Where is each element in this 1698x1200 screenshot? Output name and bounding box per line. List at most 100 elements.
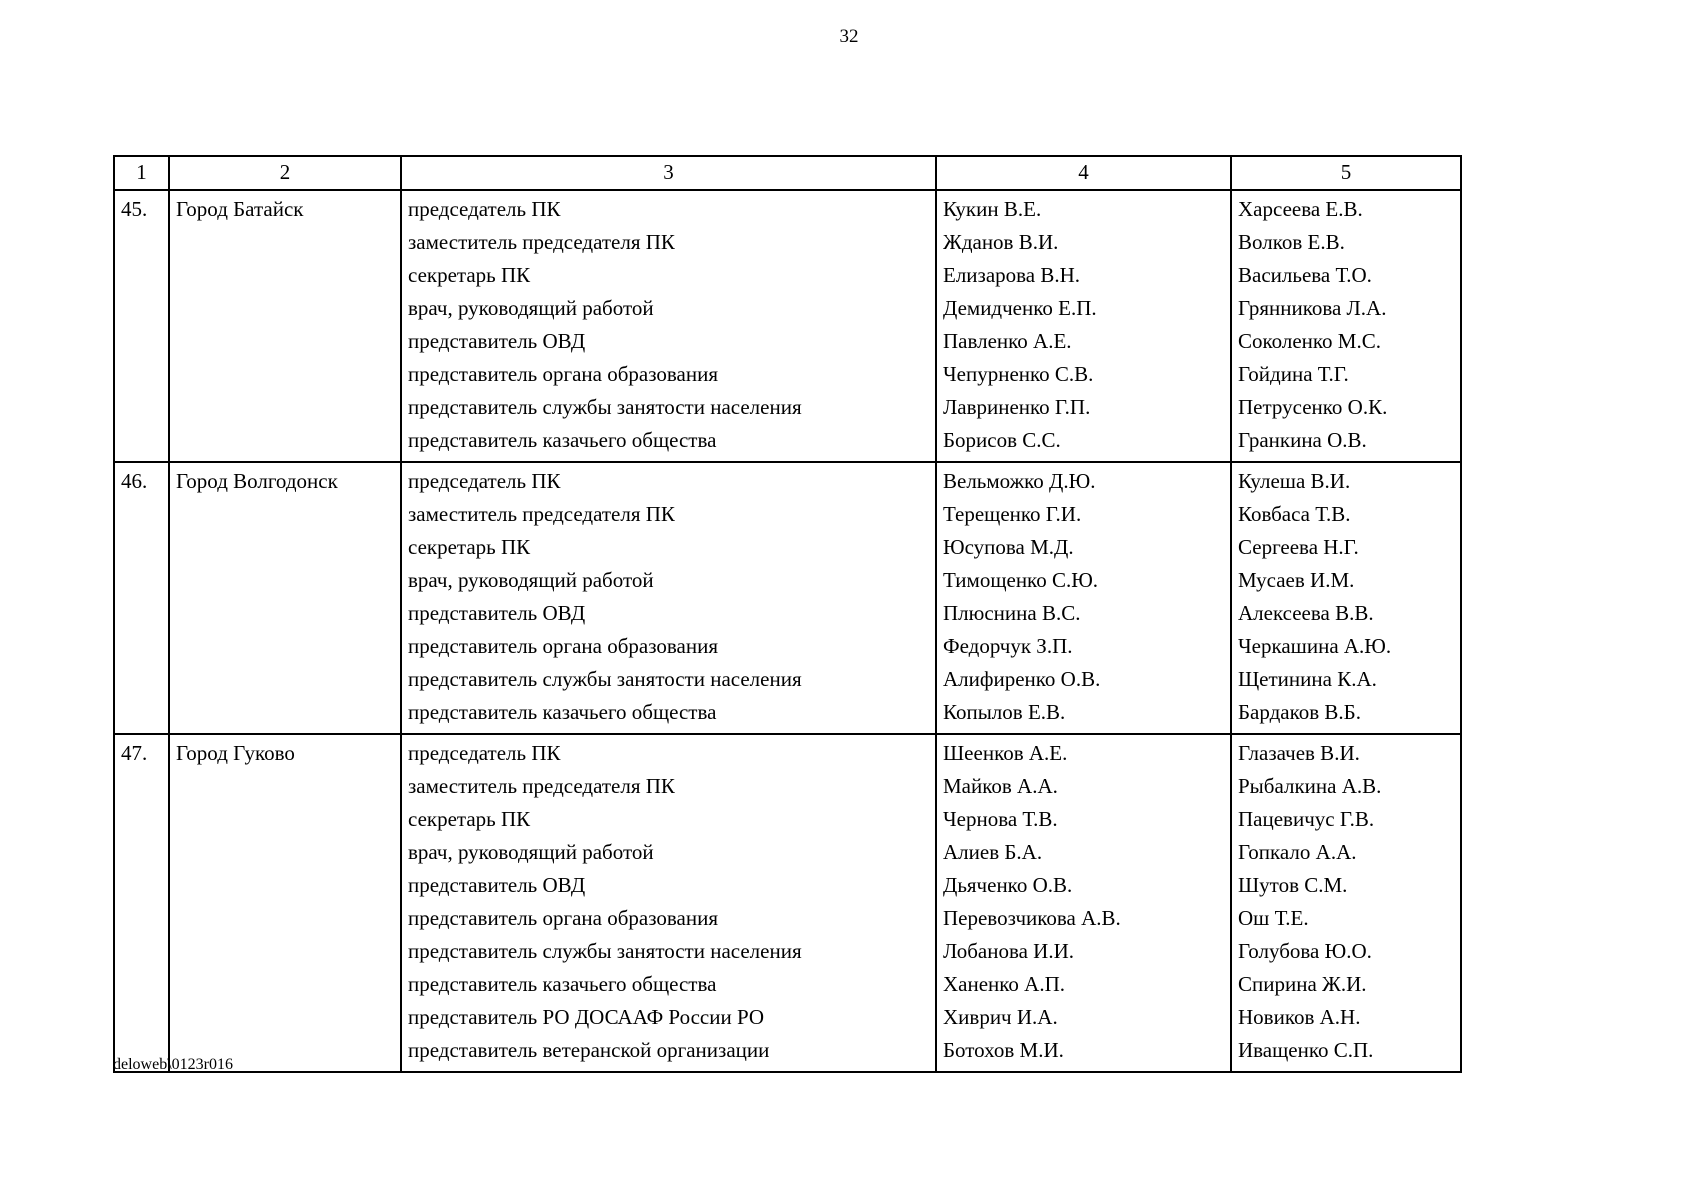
member-name: Майков А.А. <box>943 774 1058 798</box>
reserve-name: Бардаков В.Б. <box>1238 700 1361 724</box>
member-names-cell: Шеенков А.Е. Майков А.А. Чернова Т.В. Ал… <box>935 733 1232 1073</box>
city-name: Город Волгодонск <box>168 461 402 735</box>
positions-cell: председатель ПК заместитель председателя… <box>400 189 937 463</box>
position-label: заместитель председателя ПК <box>408 774 675 798</box>
position-label: представитель службы занятости населения <box>408 939 802 963</box>
city-name-text: Город Волгодонск <box>176 469 338 493</box>
reserve-name: Черкашина А.Ю. <box>1238 634 1392 658</box>
footer-text: deloweb\0123r016 <box>113 1056 233 1073</box>
member-names-cell: Вельможко Д.Ю. Терещенко Г.И. Юсупова М.… <box>935 461 1232 735</box>
city-name-text: Город Гуково <box>176 741 295 765</box>
page-number: 32 <box>839 26 859 47</box>
reserve-name: Шутов С.М. <box>1238 873 1348 897</box>
member-name: Алифиренко О.В. <box>943 667 1101 691</box>
position-label: представитель органа образования <box>408 362 719 386</box>
reserve-name: Васильева Т.О. <box>1238 263 1372 287</box>
reserve-name: Спирина Ж.И. <box>1238 972 1367 996</box>
row-number-text: 46. <box>121 469 148 493</box>
table-row-47: 47. Город Гуково председатель ПК замести… <box>113 733 1462 1073</box>
table-row-45: 45. Город Батайск председатель ПК замест… <box>113 189 1462 463</box>
position-label: представитель ОВД <box>408 601 586 625</box>
reserve-names-cell: Глазачев В.И. Рыбалкина А.В. Пацевичус Г… <box>1230 733 1462 1073</box>
position-label: представитель службы занятости населения <box>408 395 802 419</box>
member-name: Перевозчикова А.В. <box>943 906 1121 930</box>
member-name: Ханенко А.П. <box>943 972 1066 996</box>
member-name: Вельможко Д.Ю. <box>943 469 1096 493</box>
member-name: Алиев Б.А. <box>943 840 1043 864</box>
column-header-5: 5 <box>1230 155 1462 191</box>
header-row: 1 2 3 4 5 <box>113 155 1462 191</box>
member-name: Копылов Е.В. <box>943 700 1066 724</box>
reserve-name: Кулеша В.И. <box>1238 469 1351 493</box>
reserve-name: Ковбаса Т.В. <box>1238 502 1351 526</box>
row-number: 45. <box>113 189 170 463</box>
member-name: Чепурненко С.В. <box>943 362 1094 386</box>
member-name: Плюснина В.С. <box>943 601 1081 625</box>
member-name: Демидченко Е.П. <box>943 296 1097 320</box>
row-number: 46. <box>113 461 170 735</box>
member-name: Павленко А.Е. <box>943 329 1072 353</box>
position-label: представитель РО ДОСААФ России РО <box>408 1005 765 1029</box>
reserve-name: Волков Е.В. <box>1238 230 1345 254</box>
position-label: заместитель председателя ПК <box>408 230 675 254</box>
reserve-names-cell: Кулеша В.И. Ковбаса Т.В. Сергеева Н.Г. М… <box>1230 461 1462 735</box>
city-name: Город Батайск <box>168 189 402 463</box>
position-label: врач, руководящий работой <box>408 840 654 864</box>
reserve-name: Пацевичус Г.В. <box>1238 807 1375 831</box>
position-label: представитель казачьего общества <box>408 700 717 724</box>
reserve-name: Ош Т.Е. <box>1238 906 1309 930</box>
reserve-name: Щетинина К.А. <box>1238 667 1377 691</box>
position-label: представитель органа образования <box>408 906 719 930</box>
position-label: председатель ПК <box>408 469 561 493</box>
position-label: представитель казачьего общества <box>408 428 717 452</box>
member-name: Юсупова М.Д. <box>943 535 1074 559</box>
member-name: Борисов С.С. <box>943 428 1061 452</box>
reserve-name: Алексеева В.В. <box>1238 601 1374 625</box>
reserve-name: Соколенко М.С. <box>1238 329 1381 353</box>
row-number-text: 47. <box>121 741 148 765</box>
member-name: Кукин В.Е. <box>943 197 1042 221</box>
position-label: представитель казачьего общества <box>408 972 717 996</box>
reserve-name: Рыбалкина А.В. <box>1238 774 1382 798</box>
committee-table: 1 2 3 4 5 45. Город Батайск председатель… <box>113 155 1462 1073</box>
reserve-name: Мусаев И.М. <box>1238 568 1355 592</box>
row-number-text: 45. <box>121 197 148 221</box>
position-label: представитель ветеранской организации <box>408 1038 770 1062</box>
reserve-name: Гойдина Т.Г. <box>1238 362 1349 386</box>
reserve-name: Петрусенко О.К. <box>1238 395 1388 419</box>
member-name: Хиврич И.А. <box>943 1005 1058 1029</box>
position-label: председатель ПК <box>408 197 561 221</box>
position-label: представитель службы занятости населения <box>408 667 802 691</box>
position-label: секретарь ПК <box>408 535 531 559</box>
member-name: Лобанова И.И. <box>943 939 1075 963</box>
reserve-name: Голубова Ю.О. <box>1238 939 1372 963</box>
position-label: председатель ПК <box>408 741 561 765</box>
member-name: Терещенко Г.И. <box>943 502 1082 526</box>
column-header-2: 2 <box>168 155 402 191</box>
city-name: Город Гуково <box>168 733 402 1073</box>
position-label: врач, руководящий работой <box>408 296 654 320</box>
column-header-3: 3 <box>400 155 937 191</box>
column-header-1: 1 <box>113 155 170 191</box>
positions-cell: председатель ПК заместитель председателя… <box>400 733 937 1073</box>
reserve-name: Иващенко С.П. <box>1238 1038 1374 1062</box>
row-number: 47. <box>113 733 170 1073</box>
reserve-name: Грянникова Л.А. <box>1238 296 1387 320</box>
reserve-name: Глазачев В.И. <box>1238 741 1360 765</box>
table-row-46: 46. Город Волгодонск председатель ПК зам… <box>113 461 1462 735</box>
position-label: представитель ОВД <box>408 873 586 897</box>
position-label: заместитель председателя ПК <box>408 502 675 526</box>
reserve-name: Харсеева Е.В. <box>1238 197 1363 221</box>
position-label: представитель органа образования <box>408 634 719 658</box>
member-name: Дьяченко О.В. <box>943 873 1073 897</box>
column-header-4: 4 <box>935 155 1232 191</box>
position-label: секретарь ПК <box>408 263 531 287</box>
reserve-names-cell: Харсеева Е.В. Волков Е.В. Васильева Т.О.… <box>1230 189 1462 463</box>
reserve-name: Гранкина О.В. <box>1238 428 1367 452</box>
member-name: Ботохов М.И. <box>943 1038 1064 1062</box>
member-name: Шеенков А.Е. <box>943 741 1068 765</box>
member-name: Чернова Т.В. <box>943 807 1058 831</box>
position-label: секретарь ПК <box>408 807 531 831</box>
position-label: представитель ОВД <box>408 329 586 353</box>
